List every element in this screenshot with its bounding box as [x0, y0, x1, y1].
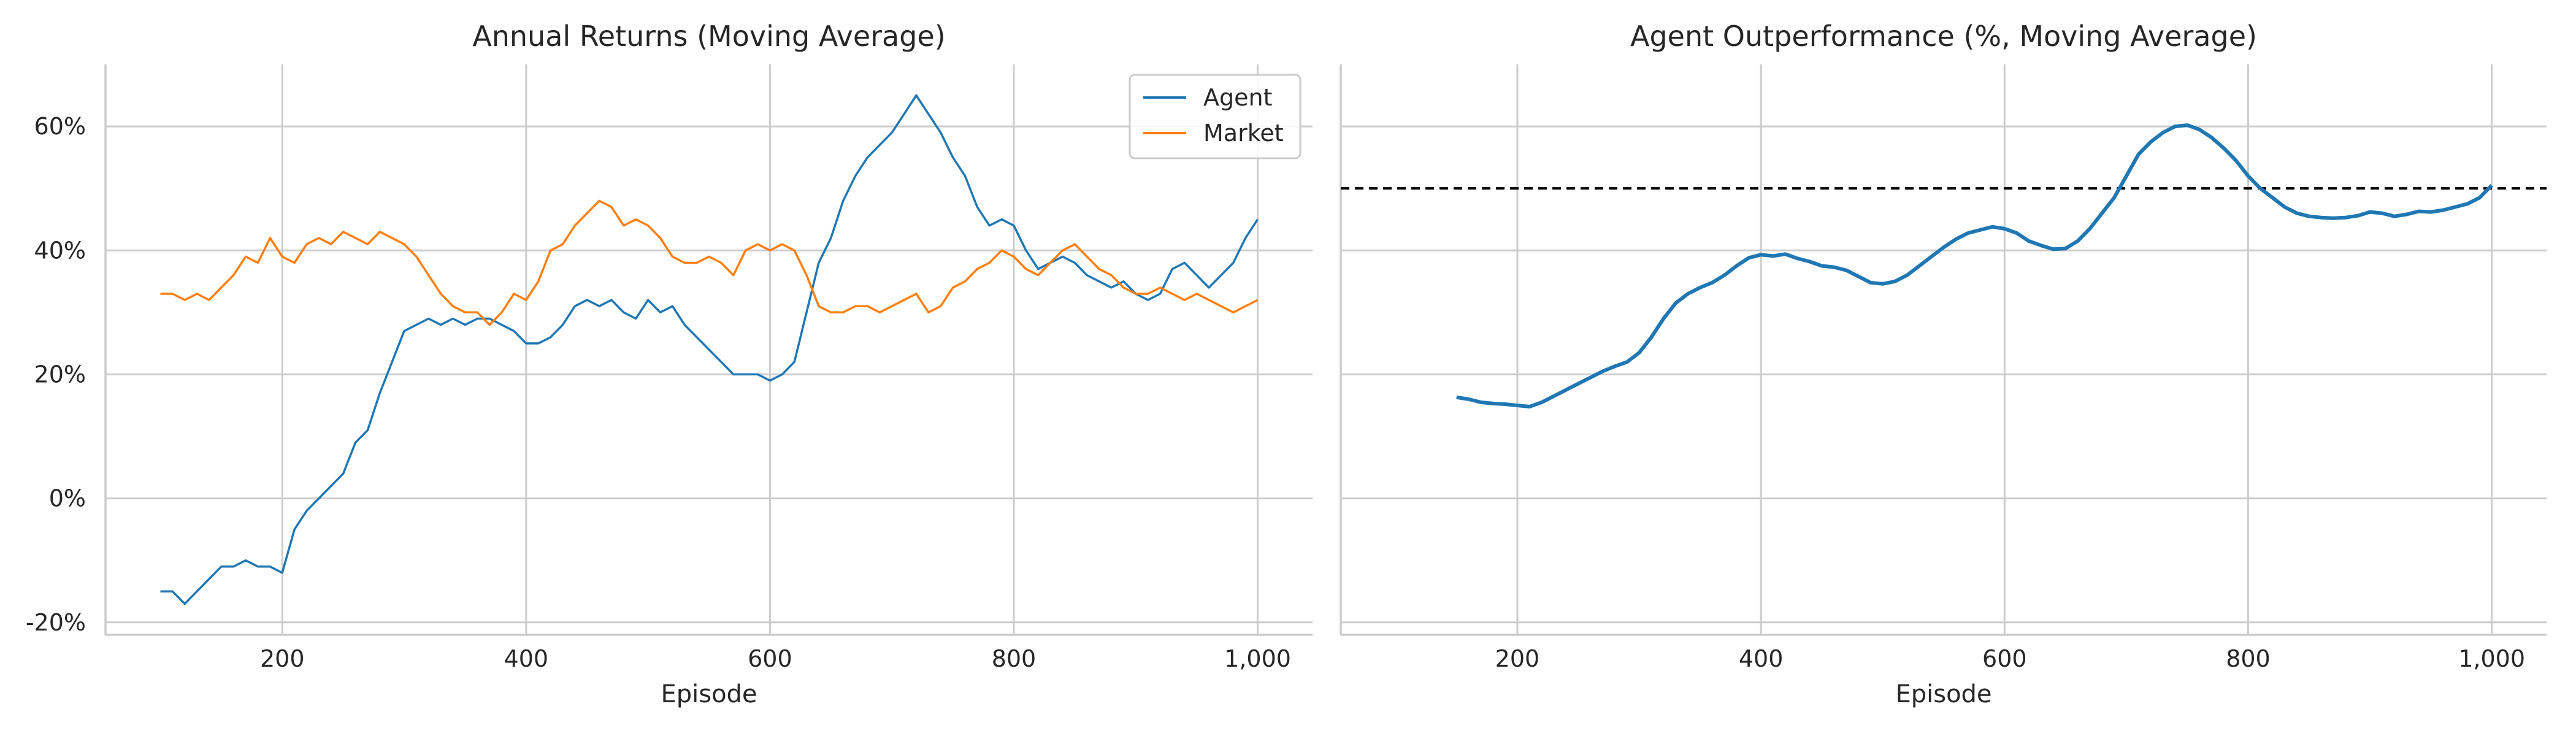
x-tick-label: 200: [260, 645, 305, 672]
outperformance-panel: 200 400 600 800 1,000 Agent Outperformance (…: [1340, 20, 2547, 708]
x-tick-label: 1,000: [1224, 645, 1291, 672]
outperformance-series: [1341, 123, 2547, 408]
x-tick-label: 600: [748, 645, 792, 672]
y-tick-label: 0%: [49, 485, 86, 512]
returns-chart-title: Annual Returns (Moving Average): [472, 20, 945, 53]
x-tick-label: 400: [504, 645, 549, 672]
y-tick-label: 20%: [34, 361, 86, 388]
returns-legend: Agent Market: [1129, 74, 1301, 159]
legend-label-agent: Agent: [1203, 84, 1272, 111]
outperformance-tick-labels: 200 400 600 800 1,000: [1495, 645, 2525, 672]
agent-series-line: [160, 94, 1259, 605]
x-tick-label: 600: [1982, 645, 2027, 672]
market-series-line: [160, 199, 1259, 326]
legend-frame: [1129, 74, 1301, 159]
returns-grid: [105, 64, 1313, 635]
outperformance-x-axis-label: Episode: [1895, 680, 1991, 708]
outperformance-grid: [1341, 64, 2547, 635]
legend-label-market: Market: [1203, 120, 1284, 147]
y-tick-label: -20%: [26, 609, 86, 636]
x-tick-label: 200: [1495, 645, 1540, 672]
y-tick-label: 40%: [34, 237, 86, 264]
returns-panel: 200 400 600 800 1,000 -20% 0% 20% 40% 60% Annual …: [26, 20, 1313, 708]
x-tick-label: 400: [1739, 645, 1784, 672]
outperformance-series-line: [1456, 123, 2493, 408]
returns-tick-labels: 200 400 600 800 1,000 -20% 0% 20% 40% 60%: [26, 113, 1291, 672]
x-tick-label: 800: [2226, 645, 2271, 672]
returns-series: [160, 94, 1259, 605]
outperformance-axes-spines: [1340, 64, 2547, 636]
outperformance-chart-title: Agent Outperformance (%, Moving Average): [1630, 20, 2257, 53]
x-tick-label: 800: [992, 645, 1037, 672]
returns-axes-spines: [104, 64, 1313, 636]
x-tick-label: 1,000: [2458, 645, 2525, 672]
returns-x-axis-label: Episode: [661, 680, 757, 708]
y-tick-label: 60%: [34, 113, 86, 140]
